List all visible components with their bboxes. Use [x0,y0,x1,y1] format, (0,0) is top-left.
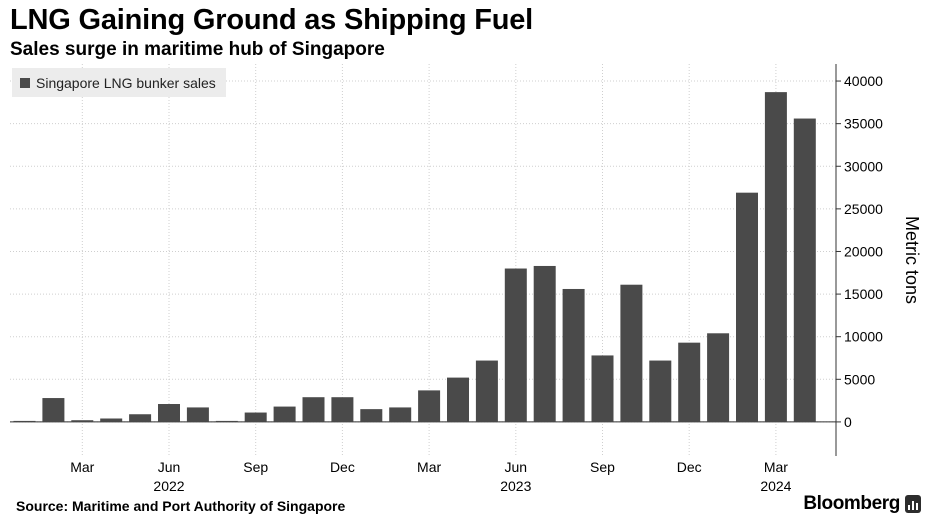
bar [736,192,758,422]
bar [244,412,267,422]
brand-name: Bloomberg [803,493,900,514]
bloomberg-mark-icon [905,495,921,513]
x-tick-label: Mar [70,459,94,475]
bar [42,398,65,422]
bar [620,284,643,422]
bar [331,397,354,422]
x-tick-label: Dec [330,459,355,475]
bar [678,342,701,422]
bar [562,288,585,422]
x-tick-label: Mar [764,459,788,475]
bar [533,265,556,422]
x-tick-label: Sep [243,459,268,475]
x-tick-label: Sep [590,459,615,475]
bar [504,268,527,422]
x-year-label: 2022 [153,478,184,494]
bar [418,390,441,422]
x-tick-label: Jun [505,459,528,475]
bar [13,420,36,422]
bar [360,409,383,422]
x-tick-label: Mar [417,459,441,475]
x-year-label: 2024 [760,478,791,494]
bar [273,406,296,422]
y-tick-label: 15000 [844,286,883,302]
bar [215,420,238,422]
bar [302,397,325,422]
bar [793,118,816,422]
bloomberg-logo: Bloomberg [803,493,921,515]
chart-title: LNG Gaining Ground as Shipping Fuel [10,4,534,36]
y-tick-label: 20000 [844,243,883,259]
y-tick-label: 35000 [844,116,883,132]
bar [100,418,123,422]
y-tick-label: 10000 [844,329,883,345]
x-tick-label: Dec [677,459,702,475]
chart-legend: Singapore LNG bunker sales [12,68,226,97]
y-tick-label: 5000 [844,371,875,387]
source-note: Source: Maritime and Port Authority of S… [16,498,346,514]
bar [475,360,498,422]
bar [129,414,152,422]
y-tick-label: 40000 [844,73,883,89]
bar [389,407,412,422]
bar [447,377,469,422]
legend-swatch [20,77,30,88]
bar [707,333,730,422]
bar [158,404,180,422]
legend-label: Singapore LNG bunker sales [36,74,216,91]
y-tick-label: 25000 [844,201,883,217]
chart-subtitle: Sales surge in maritime hub of Singapore [10,39,385,60]
y-axis-title: Metric tons [902,216,922,304]
bar [186,407,209,422]
y-tick-label: 0 [844,414,852,430]
bar [764,92,787,422]
x-year-label: 2023 [500,478,531,494]
x-tick-label: Jun [158,459,181,475]
y-tick-label: 30000 [844,158,883,174]
bar [649,360,672,422]
bar [591,355,614,422]
bar [71,420,94,422]
